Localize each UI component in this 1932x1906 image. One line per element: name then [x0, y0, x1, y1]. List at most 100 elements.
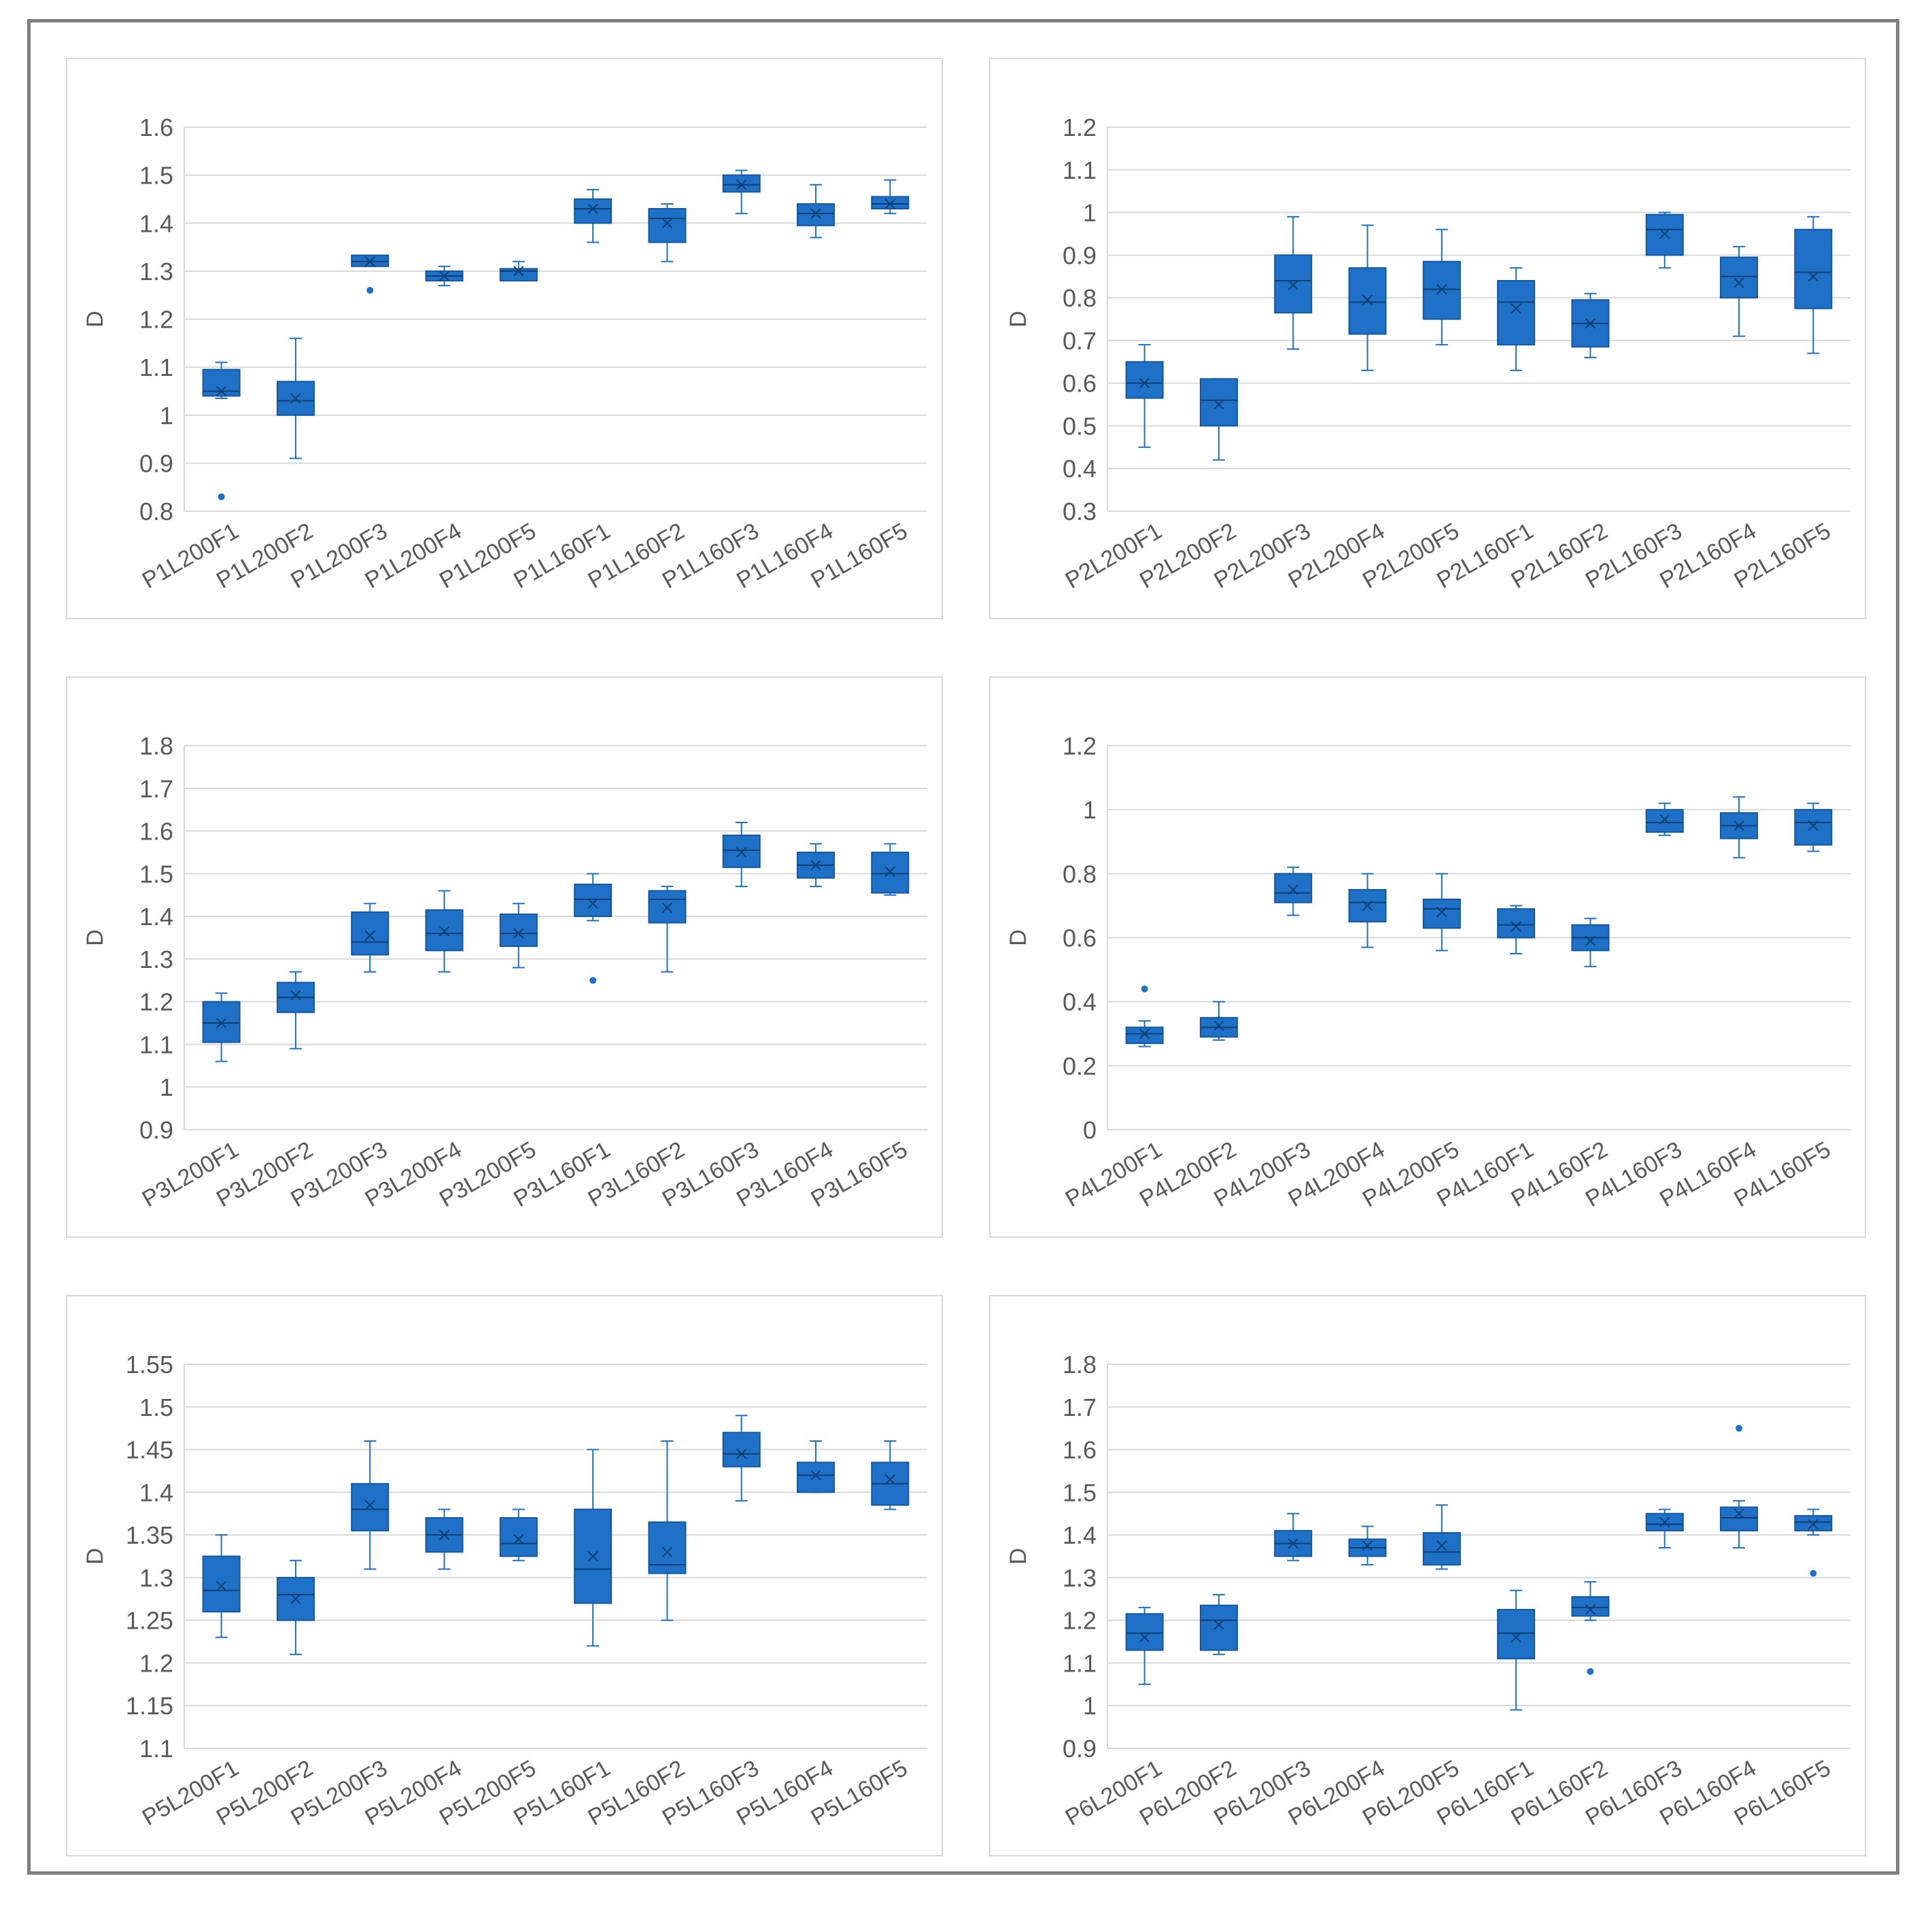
y-tick-label: 1.4 [139, 903, 173, 931]
box-P1L160F3 [722, 169, 761, 215]
box-P6L160F3 [1645, 1508, 1684, 1548]
box-P6L200F4 [1348, 1525, 1387, 1566]
mean-marker [1659, 1517, 1670, 1527]
mean-marker [513, 266, 524, 277]
box-iqr [1497, 280, 1536, 346]
mean-marker [1808, 1519, 1819, 1530]
mean-marker [736, 179, 747, 190]
y-tick-label: 1.6 [139, 114, 173, 141]
box-iqr [1720, 256, 1759, 299]
y-tick-label: 1 [160, 402, 173, 430]
box-P2L160F2 [1571, 292, 1610, 358]
mean-marker [1139, 1028, 1150, 1039]
mean-marker [810, 208, 821, 219]
box-P4L200F3 [1274, 866, 1313, 916]
y-tick-label: 1.55 [126, 1351, 173, 1379]
y-tick-label: 1.15 [126, 1692, 173, 1720]
y-tick-label: 1.3 [139, 258, 173, 285]
mean-marker [1362, 900, 1373, 912]
box-P3L200F1 [202, 992, 241, 1062]
y-tick-label: 0.8 [1063, 860, 1097, 888]
mean-marker [1436, 1540, 1447, 1551]
box-P5L200F1 [202, 1534, 241, 1638]
mean-marker [1511, 1632, 1521, 1643]
mean-marker [215, 385, 227, 397]
box-P2L160F1 [1497, 267, 1536, 371]
y-tick-label: 1.8 [139, 732, 173, 760]
mean-marker [1213, 399, 1224, 410]
box-iqr [1794, 228, 1833, 309]
box-P1L200F2 [276, 337, 315, 460]
mean-marker [290, 1593, 301, 1604]
mean-marker [587, 1550, 598, 1562]
outlier-point [366, 287, 374, 294]
box-P1L200F4 [425, 265, 464, 287]
box-P1L160F2 [648, 203, 687, 262]
box-iqr [1422, 260, 1461, 320]
mean-marker [1808, 820, 1819, 831]
y-tick-label: 1.3 [1063, 1564, 1097, 1592]
y-tick-label: 0.9 [139, 1116, 173, 1144]
box-P5L200F2 [276, 1559, 315, 1655]
y-tick-label: 1.4 [1063, 1521, 1097, 1549]
mean-marker [661, 902, 673, 914]
y-tick-label: 1.2 [1063, 114, 1097, 141]
y-tick-label: 1.45 [126, 1436, 173, 1464]
box-P4L160F3 [1645, 802, 1684, 836]
y-tick-label: 1.3 [139, 1564, 173, 1592]
outlier-point [1587, 1668, 1594, 1675]
box-P6L200F2 [1199, 1594, 1238, 1655]
box-P6L160F4 [1720, 1425, 1759, 1548]
box-P5L160F5 [871, 1440, 910, 1510]
box-P3L200F3 [351, 903, 390, 973]
mean-marker [1585, 935, 1596, 946]
y-tick-label: 1.2 [139, 306, 173, 334]
box-P3L200F2 [276, 971, 315, 1050]
mean-marker [1213, 1020, 1224, 1031]
outlier-point [1810, 1570, 1817, 1577]
y-tick-label: 0.9 [1063, 241, 1097, 269]
y-tick-label: 1.6 [1063, 1436, 1097, 1464]
box-iqr [1794, 1514, 1833, 1531]
y-tick-label: 1.35 [126, 1521, 173, 1549]
outlier-point [1736, 1425, 1743, 1432]
mean-marker [1139, 377, 1150, 389]
y-tick-label: 1.4 [139, 1478, 173, 1506]
y-axis-label: D [82, 311, 108, 328]
y-tick-label: 1 [1083, 199, 1097, 227]
box-iqr [1497, 1608, 1536, 1660]
box-P4L160F5 [1794, 802, 1833, 852]
box-iqr [1274, 254, 1313, 314]
chart-p3: 0.911.11.21.31.41.51.61.71.8DP3L200F1P3L… [82, 732, 927, 1212]
y-tick-label: 0.8 [1063, 284, 1097, 312]
y-tick-label: 0.4 [1063, 988, 1097, 1016]
y-axis-label: D [82, 1548, 108, 1565]
box-iqr [1422, 1531, 1461, 1566]
box-P4L160F4 [1720, 796, 1759, 859]
mean-marker [1733, 820, 1744, 831]
box-iqr [871, 196, 910, 210]
box-P4L200F4 [1348, 873, 1387, 948]
y-tick-label: 1.3 [139, 946, 173, 973]
box-P4L200F2 [1199, 1001, 1238, 1041]
mean-marker [364, 1500, 375, 1510]
box-iqr [351, 911, 390, 956]
box-P3L160F1 [574, 873, 613, 984]
mean-marker [587, 203, 598, 214]
box-iqr [276, 1576, 315, 1621]
y-tick-label: 1.5 [139, 860, 173, 888]
chart-panel-p1: 0.8 0.9 1 1.1 1.2 1.3 1.4 1.5 1.6 D P1L200F1 P1L200… [66, 58, 943, 619]
mean-marker [661, 1546, 673, 1557]
box-P4L200F1 [1125, 985, 1164, 1047]
box-P3L160F2 [648, 886, 687, 973]
y-tick-label: 0.6 [1063, 924, 1097, 952]
mean-marker [1511, 921, 1521, 932]
mean-marker [587, 898, 598, 909]
outlier-point [1141, 985, 1148, 992]
y-tick-label: 0.8 [139, 498, 173, 525]
mean-marker [810, 860, 821, 871]
y-tick-label: 1.5 [1063, 1478, 1097, 1506]
box-P3L200F4 [425, 890, 464, 973]
mean-marker [438, 926, 450, 937]
y-tick-label: 1.1 [139, 1735, 173, 1763]
